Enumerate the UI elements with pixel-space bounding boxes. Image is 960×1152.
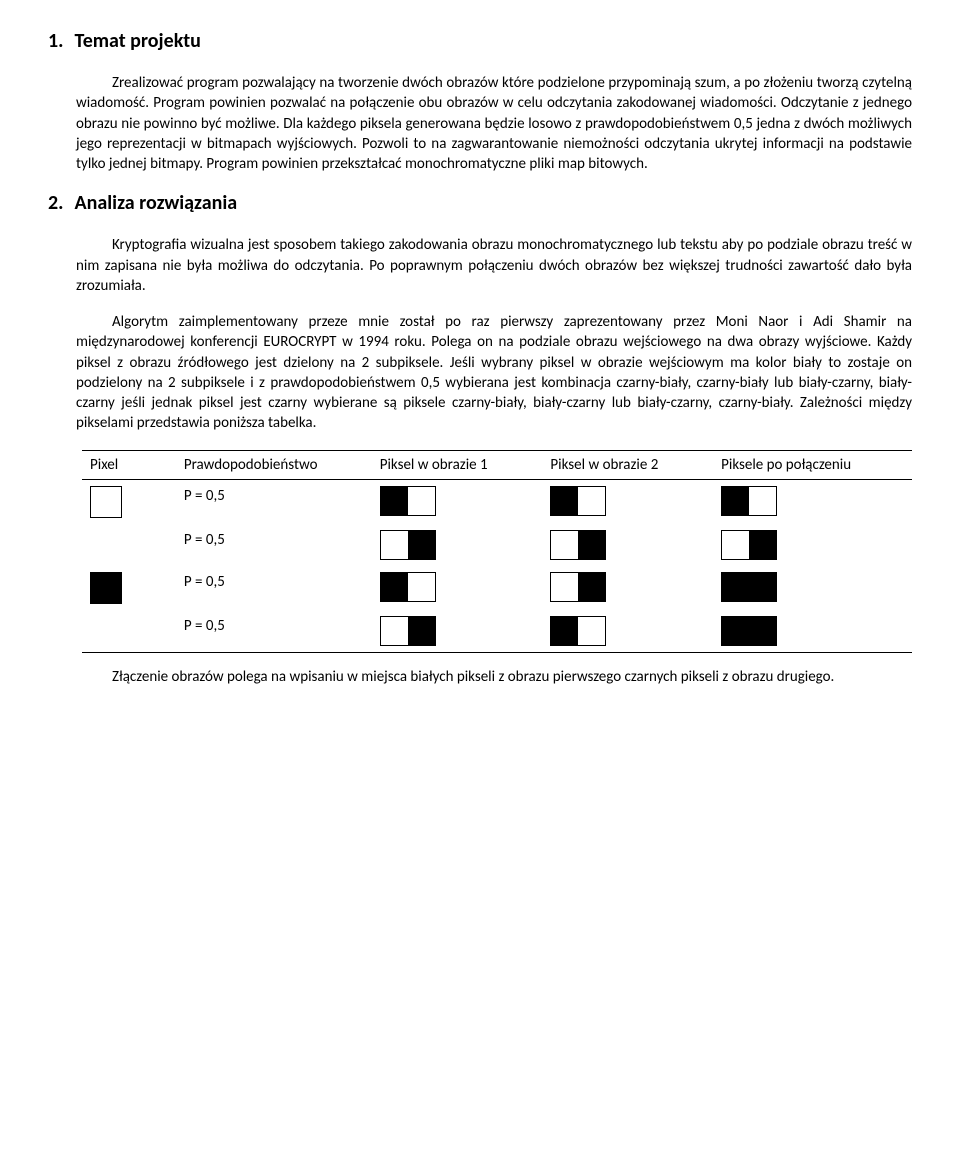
cell-share-2 [542,610,713,653]
table-header-merge: Piksele po połączeniu [713,450,912,479]
black-pixel-icon [90,572,122,604]
table-row: P = 0,5 [82,524,912,566]
subpixel-block [721,530,777,560]
subpixel-block [721,572,777,602]
cell-share-1 [372,479,543,524]
cell-probability: P = 0,5 [176,524,372,566]
cell-merged [713,479,912,524]
cell-share-1 [372,566,543,610]
subpixel-block [380,572,436,602]
section-2-body: Kryptografia wizualna jest sposobem taki… [76,235,912,687]
section-1-paragraph: Zrealizować program pozwalający na tworz… [76,73,912,174]
cell-share-1 [372,610,543,653]
section-1-number: 1. [48,28,70,55]
subpixel-block [550,616,606,646]
subpixel-block [380,486,436,516]
section-1-body: Zrealizować program pozwalający na tworz… [76,73,912,174]
section-1-title: Temat projektu [75,29,201,53]
cell-probability: P = 0,5 [176,610,372,653]
cell-share-2 [542,524,713,566]
section-2-title: Analiza rozwiązania [75,191,238,215]
cell-input-pixel [82,479,176,524]
section-2-paragraph-3: Złączenie obrazów polega na wpisaniu w m… [76,667,912,687]
table-row: P = 0,5 [82,566,912,610]
subpixel-block [380,530,436,560]
cell-merged [713,566,912,610]
table-row: P = 0,5 [82,479,912,524]
subpixel-block [721,616,777,646]
cell-merged [713,610,912,653]
cell-input-pixel [82,610,176,653]
table-header-share1: Piksel w obrazie 1 [372,450,543,479]
section-1-heading: 1. Temat projektu [48,28,912,55]
table-row: P = 0,5 [82,610,912,653]
cell-share-1 [372,524,543,566]
cell-share-2 [542,479,713,524]
cell-merged [713,524,912,566]
cell-share-2 [542,566,713,610]
section-2-paragraph-1: Kryptografia wizualna jest sposobem taki… [76,235,912,296]
section-2-heading: 2. Analiza rozwiązania [48,190,912,217]
subpixel-block [550,572,606,602]
section-2-paragraph-2: Algorytm zaimplementowany przeze mnie zo… [76,312,912,434]
table-header-share2: Piksel w obrazie 2 [542,450,713,479]
section-2-number: 2. [48,190,70,217]
subpixel-table: Pixel Prawdopodobieństwo Piksel w obrazi… [82,450,912,653]
cell-probability: P = 0,5 [176,479,372,524]
cell-input-pixel [82,566,176,610]
white-pixel-icon [90,486,122,518]
table-header-row: Pixel Prawdopodobieństwo Piksel w obrazi… [82,450,912,479]
cell-probability: P = 0,5 [176,566,372,610]
subpixel-block [550,530,606,560]
subpixel-block [550,486,606,516]
subpixel-block [721,486,777,516]
table-header-prob: Prawdopodobieństwo [176,450,372,479]
subpixel-block [380,616,436,646]
table-header-pixel: Pixel [82,450,176,479]
cell-input-pixel [82,524,176,566]
